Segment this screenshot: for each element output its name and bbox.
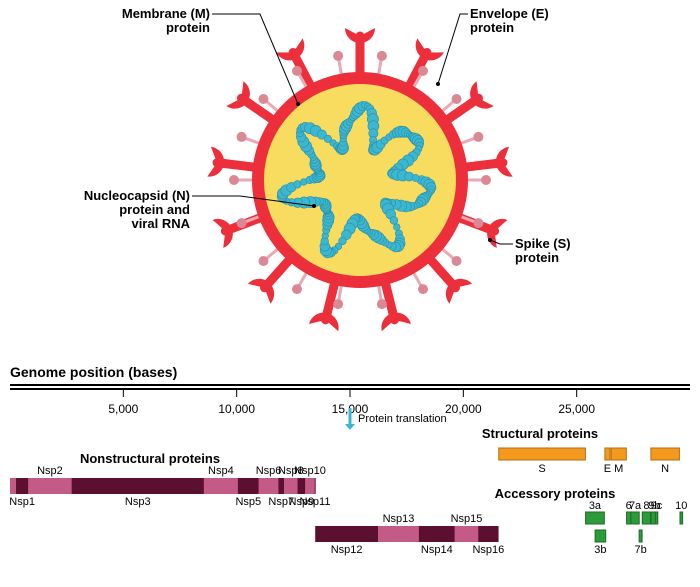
nsp-segment xyxy=(16,478,28,494)
accessory-gene xyxy=(586,512,605,524)
virion-label: viral RNA xyxy=(131,216,190,231)
nsp-segment xyxy=(378,526,419,542)
gene-label: 7b xyxy=(634,544,646,556)
axis-tick-label: 5,000 xyxy=(108,402,138,416)
e-protein-tip-icon xyxy=(237,132,247,142)
nsp-label: Nsp11 xyxy=(299,496,330,508)
e-protein-tip-icon xyxy=(292,284,302,294)
accessory-gene xyxy=(639,530,642,542)
e-protein-tip-icon xyxy=(258,256,268,266)
virion-label: protein xyxy=(470,20,514,35)
e-protein-tip-icon xyxy=(292,66,302,76)
nsp-label: Nsp5 xyxy=(235,496,261,508)
accessory-gene xyxy=(631,512,639,524)
nsp-segment xyxy=(278,478,284,494)
nsp-segment xyxy=(478,526,498,542)
e-protein-tip-icon xyxy=(418,66,428,76)
e-protein-tip-icon xyxy=(333,299,343,309)
nsp-segment xyxy=(315,526,378,542)
nsp-segment xyxy=(72,478,204,494)
nsp-segment xyxy=(259,478,279,494)
e-protein-tip-icon xyxy=(481,175,491,185)
axis-tick-label: 25,000 xyxy=(558,402,595,416)
axis-title: Genome position (bases) xyxy=(10,364,177,380)
nsp-segment xyxy=(204,478,238,494)
nsp-label: Nsp12 xyxy=(331,544,363,556)
nsp-segment xyxy=(284,478,297,494)
e-protein-tip-icon xyxy=(418,284,428,294)
e-protein-tip-icon xyxy=(377,51,387,61)
virion-label: protein and xyxy=(119,202,190,217)
e-protein-tip-icon xyxy=(473,132,483,142)
nsp-label: Nsp16 xyxy=(472,544,504,556)
nsp-segment xyxy=(315,478,316,494)
e-protein-tip-icon xyxy=(452,94,462,104)
structural-gene xyxy=(611,448,626,460)
nsp-label: Nsp4 xyxy=(208,465,234,477)
axis-tick-label: 10,000 xyxy=(218,402,255,416)
virion: Membrane (M)proteinEnvelope (E)proteinNu… xyxy=(84,6,571,331)
virion-label: protein xyxy=(166,20,210,35)
nsp-segment xyxy=(419,526,455,542)
gene-label: M xyxy=(614,463,623,475)
nsp-segment xyxy=(28,478,71,494)
virion-label: Membrane (M) xyxy=(122,6,210,21)
e-protein-tip-icon xyxy=(473,218,483,228)
accessory-gene xyxy=(595,530,606,542)
virion-label: Envelope (E) xyxy=(470,6,549,21)
gene-label: E xyxy=(604,463,611,475)
structural-gene xyxy=(605,448,610,460)
accessory-title: Accessory proteins xyxy=(495,486,616,501)
virion-label: Spike (S) xyxy=(515,236,571,251)
structural-gene xyxy=(499,448,586,460)
nonstructural-title: Nonstructural proteins xyxy=(80,451,220,466)
nsp-label: Nsp15 xyxy=(451,513,483,525)
gene-label: N xyxy=(661,463,669,475)
translation-label: Protein translation xyxy=(358,413,447,425)
e-protein-tip-icon xyxy=(229,175,239,185)
e-protein-tip-icon xyxy=(237,218,247,228)
e-protein-tip-icon xyxy=(258,94,268,104)
accessory-gene xyxy=(655,512,657,524)
axis-tick-label: 20,000 xyxy=(445,402,482,416)
nsp-label: Nsp2 xyxy=(37,465,63,477)
gene-label: 10 xyxy=(675,500,687,512)
gene-label: S xyxy=(538,463,545,475)
e-protein-tip-icon xyxy=(452,256,462,266)
nsp-segment xyxy=(298,478,306,494)
gene-label: 3a xyxy=(589,500,602,512)
structural-gene xyxy=(651,448,680,460)
nsp-segment xyxy=(238,478,259,494)
nsp-label: Nsp10 xyxy=(294,465,326,477)
nonstructural-track: Nonstructural proteins Nsp1 Nsp2 Nsp3 Nsp4 Ns… xyxy=(9,451,504,556)
nsp-segment xyxy=(305,478,314,494)
accessory-gene xyxy=(627,512,631,524)
nsp-label: Nsp13 xyxy=(383,513,415,525)
e-protein-tip-icon xyxy=(377,299,387,309)
virion-label: Nucleocapsid (N) xyxy=(84,188,190,203)
gene-label: 3b xyxy=(594,544,606,556)
accessory-gene xyxy=(680,512,683,524)
gene-label: 9c xyxy=(651,500,663,512)
structural-track: Structural proteins S EM N xyxy=(482,426,680,475)
nsp-label: Nsp1 xyxy=(9,496,35,508)
e-protein-tip-icon xyxy=(333,51,343,61)
nsp-label: Nsp3 xyxy=(125,496,151,508)
nsp-label: Nsp14 xyxy=(421,544,453,556)
virion-label: protein xyxy=(515,250,559,265)
gene-label: 7a xyxy=(629,500,642,512)
accessory-track: Accessory proteins3a3b67a7b89b9c10 xyxy=(495,486,688,556)
accessory-gene xyxy=(642,512,650,524)
structural-title: Structural proteins xyxy=(482,426,598,441)
nsp-segment xyxy=(455,526,479,542)
pointer-icon xyxy=(438,14,468,84)
